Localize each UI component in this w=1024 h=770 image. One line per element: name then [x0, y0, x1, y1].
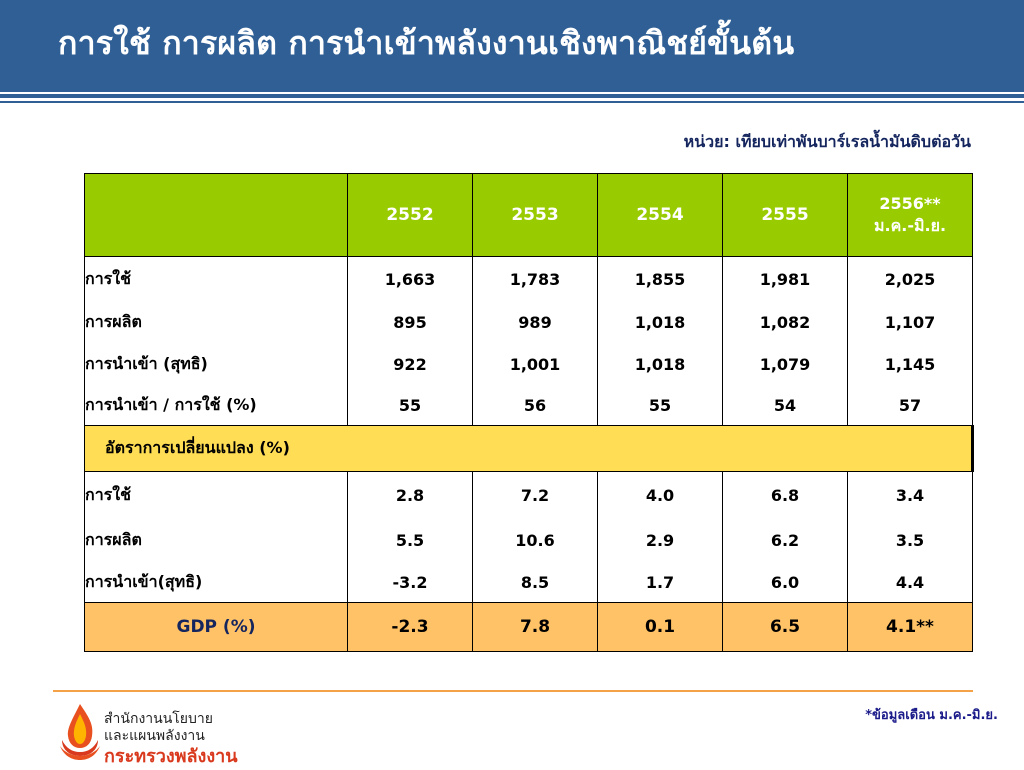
unit-label: หน่วย: เทียบเท่าพันบาร์เรลน้ำมันดิบต่อวั…	[683, 132, 971, 151]
table-row: การผลิต 895 989 1,018 1,082 1,107	[84, 301, 973, 343]
table-cell: 1,981	[722, 256, 848, 301]
header-year-2552: 2552	[347, 173, 473, 257]
ministry-name: กระทรวงพลังงาน	[104, 746, 238, 767]
table-cell: 0.1	[597, 602, 723, 652]
table-cell: 1,107	[847, 301, 973, 343]
table-cell: -3.2	[347, 562, 473, 603]
header-year-2556-line1: 2556**	[879, 194, 941, 213]
table-cell: 922	[347, 343, 473, 385]
table-cell: 7.2	[472, 471, 598, 518]
table-row: การนำเข้า(สุทธิ) -3.2 8.5 1.7 6.0 4.4	[84, 562, 973, 603]
table-cell: 2.8	[347, 471, 473, 518]
table-cell: 1,079	[722, 343, 848, 385]
table-cell: 1,018	[597, 343, 723, 385]
table-cell: 989	[472, 301, 598, 343]
table-cell: 4.0	[597, 471, 723, 518]
row-label: การนำเข้า(สุทธิ)	[84, 562, 348, 603]
table-header-row: 2552 2553 2554 2555 2556** ม.ค.-มิ.ย.	[84, 173, 973, 257]
org-name-line2: และแผนพลังงาน	[104, 728, 205, 744]
title-bar: การใช้ การผลิต การนำเข้าพลังงานเชิงพาณิช…	[0, 0, 1024, 92]
title-divider-thin	[0, 101, 1024, 103]
table-cell: 3.4	[847, 471, 973, 518]
change-block: การใช้ 2.8 7.2 4.0 6.8 3.4 การผลิต 5.5 1…	[84, 471, 973, 603]
title-divider	[0, 94, 1024, 98]
gdp-section: GDP (%) -2.3 7.8 0.1 6.5 4.1**	[84, 602, 973, 652]
header-empty-cell	[84, 173, 348, 257]
footer-divider	[53, 690, 973, 692]
table-cell: 6.0	[722, 562, 848, 603]
table-cell: 8.5	[472, 562, 598, 603]
table-cell: -2.3	[347, 602, 473, 652]
page-title: การใช้ การผลิต การนำเข้าพลังงานเชิงพาณิช…	[58, 24, 795, 62]
table-cell: 2.9	[597, 518, 723, 562]
flame-logo-icon	[60, 704, 100, 760]
header-year-2556-line2: ม.ค.-มิ.ย.	[873, 216, 947, 235]
table-row: การผลิต 5.5 10.6 2.9 6.2 3.5	[84, 518, 973, 562]
row-label: การนำเข้า / การใช้ (%)	[84, 385, 348, 426]
org-name-line1: สำนักงานนโยบาย	[104, 711, 213, 727]
row-label: การใช้	[84, 256, 348, 301]
row-label: การใช้	[84, 471, 348, 518]
table-cell: 7.8	[472, 602, 598, 652]
table-cell: 2,025	[847, 256, 973, 301]
header-year-2554: 2554	[597, 173, 723, 257]
table-cell: 1,663	[347, 256, 473, 301]
table-row: การนำเข้า / การใช้ (%) 55 56 55 54 57	[84, 385, 973, 426]
table-cell: 55	[597, 385, 723, 426]
table-cell: 6.2	[722, 518, 848, 562]
table-cell: 1.7	[597, 562, 723, 603]
table-cell: 4.4	[847, 562, 973, 603]
table-row: การใช้ 2.8 7.2 4.0 6.8 3.4	[84, 471, 973, 518]
table-cell: 1,082	[722, 301, 848, 343]
header-year-2556: 2556** ม.ค.-มิ.ย.	[847, 173, 973, 257]
footnote: *ข้อมูลเดือน ม.ค.-มิ.ย.	[865, 708, 998, 723]
table-cell: 56	[472, 385, 598, 426]
change-section: อัตราการเปลี่ยนแปลง (%)	[84, 425, 974, 472]
table-cell: 3.5	[847, 518, 973, 562]
table-cell: 1,001	[472, 343, 598, 385]
row-label: การผลิต	[84, 301, 348, 343]
table-cell: 6.8	[722, 471, 848, 518]
gdp-label: GDP (%)	[84, 602, 348, 652]
row-label: การผลิต	[84, 518, 348, 562]
gdp-row: GDP (%) -2.3 7.8 0.1 6.5 4.1**	[84, 602, 973, 652]
row-label: การนำเข้า (สุทธิ)	[84, 343, 348, 385]
table-cell: 1,783	[472, 256, 598, 301]
table-cell: 1,855	[597, 256, 723, 301]
table-cell: 57	[847, 385, 973, 426]
table-cell: 5.5	[347, 518, 473, 562]
header-year-2553: 2553	[472, 173, 598, 257]
table-cell: 10.6	[472, 518, 598, 562]
header-year-2555: 2555	[722, 173, 848, 257]
table-cell: 1,145	[847, 343, 973, 385]
volume-block: การใช้ 1,663 1,783 1,855 1,981 2,025 การ…	[84, 256, 973, 426]
table-cell: 55	[347, 385, 473, 426]
change-heading: อัตราการเปลี่ยนแปลง (%)	[84, 425, 974, 472]
table-cell: 1,018	[597, 301, 723, 343]
table-cell: 895	[347, 301, 473, 343]
table-row: การนำเข้า (สุทธิ) 922 1,001 1,018 1,079 …	[84, 343, 973, 385]
table-cell: 4.1**	[847, 602, 973, 652]
table-cell: 6.5	[722, 602, 848, 652]
energy-table: 2552 2553 2554 2555 2556** ม.ค.-มิ.ย. กา…	[84, 173, 974, 652]
change-heading-row: อัตราการเปลี่ยนแปลง (%)	[84, 425, 974, 472]
table-row: การใช้ 1,663 1,783 1,855 1,981 2,025	[84, 256, 973, 301]
table-cell: 54	[722, 385, 848, 426]
